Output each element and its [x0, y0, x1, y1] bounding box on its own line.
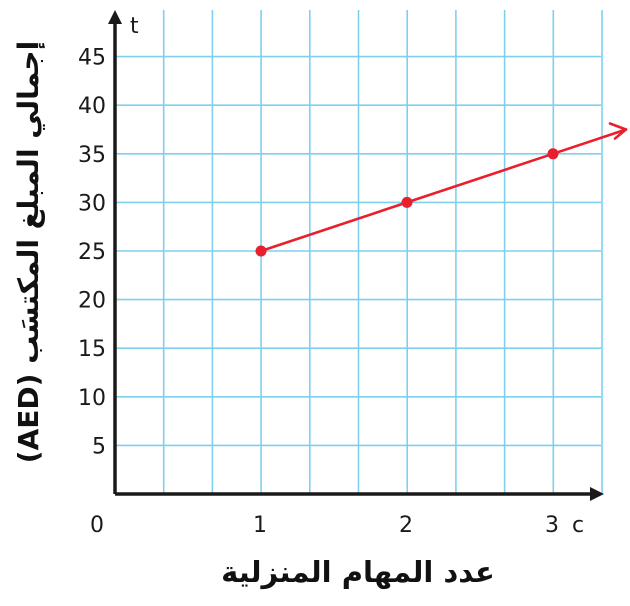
axes	[108, 10, 604, 501]
x-axis-arrowhead	[590, 487, 604, 501]
x-axis-variable: c	[572, 513, 584, 538]
y-tick-label: 30	[78, 191, 106, 216]
series	[255, 122, 628, 257]
data-point	[401, 196, 413, 208]
y-tick-label: 10	[78, 386, 106, 411]
grid	[115, 10, 603, 494]
x-tick-label: 2	[399, 513, 413, 538]
y-tick-label: 15	[78, 337, 106, 362]
data-point	[547, 148, 559, 160]
x-axis-title: عدد المهام المنزلية	[221, 555, 495, 589]
x-tick-label: 1	[253, 513, 267, 538]
y-axis-variable: t	[130, 14, 139, 39]
series-line	[259, 128, 628, 253]
x-tick-label: 3	[545, 513, 559, 538]
y-tick-label: 25	[78, 240, 106, 265]
tick-labels: 5 10 15 20 25 30 35 40 45 1 2 3	[78, 46, 559, 538]
y-tick-label: 5	[92, 434, 106, 459]
y-tick-label: 35	[78, 143, 106, 168]
y-axis-title: إجمالي المبلغ المكتسَب (AED)	[12, 41, 46, 463]
y-tick-label: 20	[78, 289, 106, 314]
y-axis-arrowhead	[108, 10, 122, 24]
y-tick-label: 45	[78, 46, 106, 71]
series-arrowhead	[608, 122, 628, 140]
data-point	[255, 245, 267, 257]
y-tick-label: 40	[78, 94, 106, 119]
origin-label: 0	[90, 513, 104, 538]
